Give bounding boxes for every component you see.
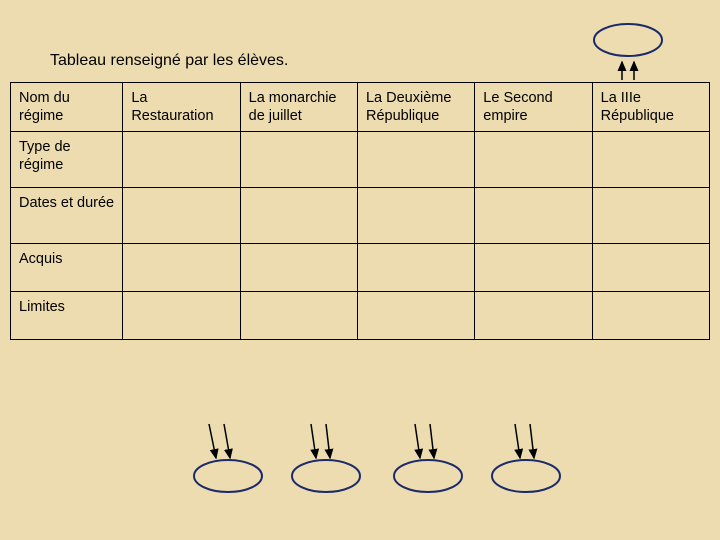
- row-header: Acquis: [11, 244, 123, 292]
- col-header: La Deuxième République: [357, 83, 474, 132]
- row-header: Nom du régime: [11, 83, 123, 132]
- annotation-arrow: [224, 424, 230, 458]
- annotation-ellipse: [492, 460, 560, 492]
- table-cell: [475, 244, 592, 292]
- col-header: La monarchie de juillet: [240, 83, 357, 132]
- table-cell: [592, 132, 709, 188]
- table-cell: [357, 292, 474, 340]
- table-cell: [475, 132, 592, 188]
- table-cell: [357, 188, 474, 244]
- table-cell: [240, 188, 357, 244]
- table-cell: [592, 244, 709, 292]
- table-cell: [357, 132, 474, 188]
- table-cell: [123, 292, 240, 340]
- table-cell: [240, 132, 357, 188]
- table-cell: [240, 292, 357, 340]
- annotation-arrow: [430, 424, 434, 458]
- diagram-title: Tableau renseigné par les élèves.: [50, 52, 288, 70]
- table-cell: [357, 244, 474, 292]
- annotation-arrow: [530, 424, 534, 458]
- annotation-ellipse: [394, 460, 462, 492]
- annotation-arrow: [311, 424, 316, 458]
- table-cell: [123, 132, 240, 188]
- annotation-ellipse: [292, 460, 360, 492]
- regimes-table: Nom du régime La Restauration La monarch…: [10, 82, 710, 340]
- annotation-arrow: [326, 424, 330, 458]
- table-cell: [592, 188, 709, 244]
- col-header: La IIIe République: [592, 83, 709, 132]
- row-header: Type de régime: [11, 132, 123, 188]
- annotation-arrow: [515, 424, 520, 458]
- table-cell: [123, 244, 240, 292]
- table-cell: [123, 188, 240, 244]
- annotation-ellipse: [594, 24, 662, 56]
- col-header: Le Second empire: [475, 83, 592, 132]
- table-cell: [592, 292, 709, 340]
- annotation-ellipse: [194, 460, 262, 492]
- row-header: Limites: [11, 292, 123, 340]
- table-cell: [240, 244, 357, 292]
- row-header: Dates et durée: [11, 188, 123, 244]
- table-cell: [475, 292, 592, 340]
- table-cell: [475, 188, 592, 244]
- col-header: La Restauration: [123, 83, 240, 132]
- annotation-arrow: [415, 424, 420, 458]
- annotation-arrow: [209, 424, 216, 458]
